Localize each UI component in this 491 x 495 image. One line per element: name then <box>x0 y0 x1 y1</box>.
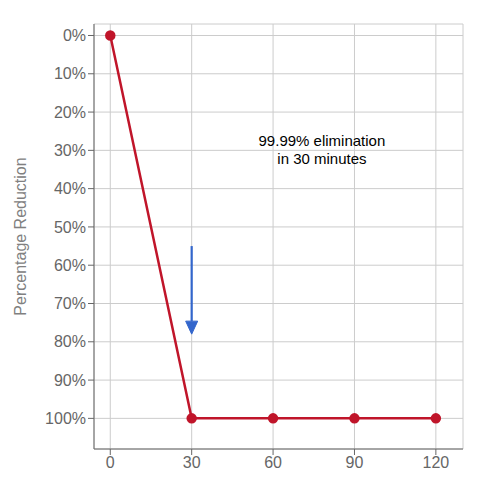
svg-text:0%: 0% <box>63 27 86 44</box>
svg-text:99.99% eliminationin 30 minute: 99.99% eliminationin 30 minutes <box>259 132 386 167</box>
svg-text:90: 90 <box>346 454 364 471</box>
svg-text:60: 60 <box>264 454 282 471</box>
svg-text:120: 120 <box>423 454 450 471</box>
svg-text:60%: 60% <box>54 257 86 274</box>
svg-text:0: 0 <box>106 454 115 471</box>
svg-text:30%: 30% <box>54 142 86 159</box>
svg-text:30: 30 <box>183 454 201 471</box>
svg-text:Percentage Reduction: Percentage Reduction <box>12 157 29 315</box>
svg-text:10%: 10% <box>54 65 86 82</box>
svg-text:100%: 100% <box>45 410 86 427</box>
svg-text:80%: 80% <box>54 333 86 350</box>
svg-text:70%: 70% <box>54 295 86 312</box>
svg-text:20%: 20% <box>54 104 86 121</box>
svg-text:40%: 40% <box>54 180 86 197</box>
svg-text:90%: 90% <box>54 372 86 389</box>
svg-text:50%: 50% <box>54 219 86 236</box>
